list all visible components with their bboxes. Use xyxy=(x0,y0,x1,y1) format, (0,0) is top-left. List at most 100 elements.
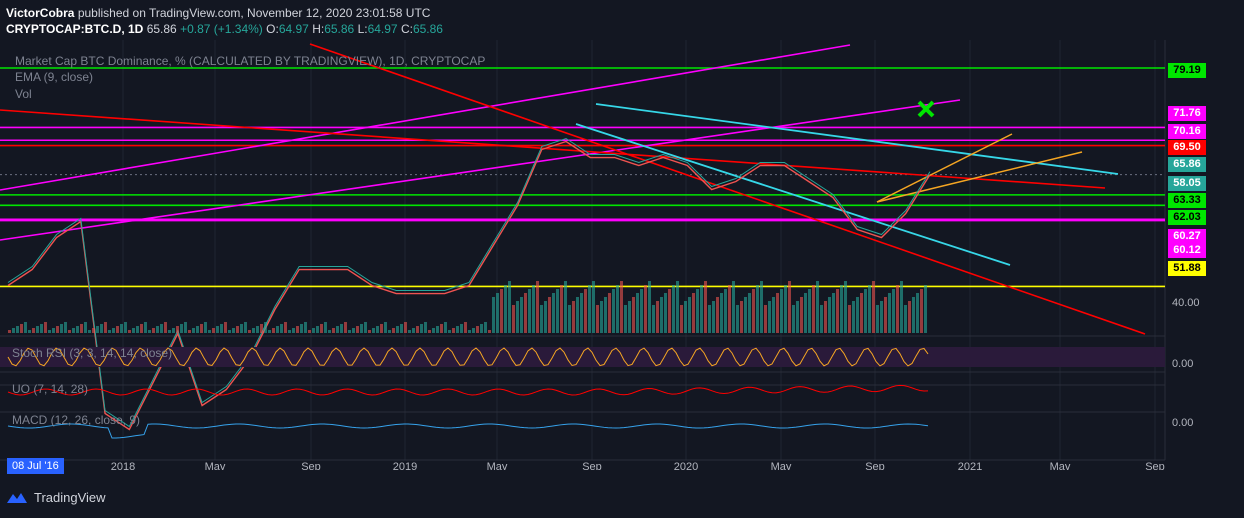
volume-bar xyxy=(200,324,203,333)
y-axis-label-main: 40.00 xyxy=(1172,297,1200,309)
volume-bar xyxy=(256,326,259,333)
volume-bar xyxy=(520,297,523,333)
volume-bar xyxy=(624,305,627,333)
volume-bar xyxy=(420,324,423,333)
x-axis-label: 2019 xyxy=(393,461,417,470)
volume-bar xyxy=(72,328,75,333)
x-axis-label: May xyxy=(487,461,508,470)
volume-bar xyxy=(28,330,31,333)
x-axis-label: Sep xyxy=(865,461,885,470)
volume-bar xyxy=(40,324,43,333)
volume-bar xyxy=(460,324,463,333)
volume-bar xyxy=(112,328,115,333)
volume-bar xyxy=(552,293,555,333)
volume-bar xyxy=(716,297,719,333)
legend-ema: EMA (9, close) xyxy=(15,70,94,84)
cyan-channel-lower xyxy=(575,123,1011,266)
volume-bar xyxy=(184,322,187,333)
volume-bar xyxy=(560,285,563,333)
volume-bar xyxy=(92,328,95,333)
volume-bar xyxy=(548,297,551,333)
volume-bar xyxy=(752,289,755,333)
price-tag-60.27: 60.27 xyxy=(1168,229,1206,244)
brand-label: TradingView xyxy=(34,490,106,505)
volume-bar xyxy=(652,305,655,333)
volume-bar xyxy=(64,322,67,333)
price-tag-60.12: 60.12 xyxy=(1168,243,1206,258)
volume-bar xyxy=(372,328,375,333)
volume-bar xyxy=(620,281,623,333)
volume-bar xyxy=(228,330,231,333)
volume-bar xyxy=(136,326,139,333)
legend-macd: MACD (12, 26, close, 9) xyxy=(12,413,141,427)
volume-bar xyxy=(756,285,759,333)
volume-bar xyxy=(732,281,735,333)
volume-bar xyxy=(856,297,859,333)
volume-bar xyxy=(512,305,515,333)
volume-bar xyxy=(168,330,171,333)
volume-bar xyxy=(896,285,899,333)
x-axis-label: Sep xyxy=(1145,461,1165,470)
volume-bar xyxy=(544,301,547,333)
ohlc-values: O:64.97 H:65.86 L:64.97 C:65.86 xyxy=(266,22,443,36)
volume-bar xyxy=(108,330,111,333)
volume-bar xyxy=(284,322,287,333)
volume-bar xyxy=(292,328,295,333)
volume-bar xyxy=(588,285,591,333)
volume-bar xyxy=(564,281,567,333)
orange-line-2 xyxy=(876,151,1083,203)
author-name[interactable]: VictorCobra xyxy=(6,6,75,20)
volume-bar xyxy=(580,293,583,333)
price-tag-65.86: 65.86 xyxy=(1168,157,1206,172)
volume-bar xyxy=(268,330,271,333)
y-axis-label-stoch: 0.00 xyxy=(1172,358,1193,370)
stoch-line xyxy=(7,347,929,367)
volume-bar xyxy=(816,281,819,333)
volume-bar xyxy=(248,330,251,333)
volume-bar xyxy=(464,322,467,333)
volume-bar xyxy=(236,326,239,333)
volume-bar xyxy=(424,322,427,333)
volume-bar xyxy=(448,330,451,333)
volume-bar xyxy=(88,330,91,333)
chart-canvas[interactable]: 2018 May Sep 2019 May Sep 2020 May Sep 2021 May Sep… xyxy=(0,40,1244,470)
volume-bar xyxy=(712,301,715,333)
volume-bar xyxy=(916,293,919,333)
volume-bar xyxy=(272,328,275,333)
volume-bar xyxy=(668,289,671,333)
date-badge: 08 Jul '16 xyxy=(7,458,64,474)
plot-background xyxy=(0,40,1165,460)
volume-bar xyxy=(384,322,387,333)
volume-bar xyxy=(404,322,407,333)
volume-bar xyxy=(220,324,223,333)
volume-bar xyxy=(144,322,147,333)
cyan-channel-upper xyxy=(595,103,1119,175)
volume-bar xyxy=(304,322,307,333)
tradingview-logo[interactable]: TradingView xyxy=(6,490,106,505)
volume-bar xyxy=(488,330,491,333)
price-tag-63.33: 63.33 xyxy=(1168,193,1206,208)
volume-bar xyxy=(740,301,743,333)
volume-bar xyxy=(584,289,587,333)
volume-bar xyxy=(848,305,851,333)
price-change: +0.87 (+1.34%) xyxy=(180,22,263,36)
volume-bar xyxy=(224,322,227,333)
volume-bar xyxy=(900,281,903,333)
volume-bar xyxy=(128,330,131,333)
volume-bar xyxy=(152,328,155,333)
volume-bar xyxy=(344,322,347,333)
volume-bar xyxy=(188,330,191,333)
volume-bar xyxy=(876,305,879,333)
volume-bar xyxy=(84,322,87,333)
volume-bar xyxy=(192,328,195,333)
volume-bar xyxy=(684,301,687,333)
volume-bar xyxy=(808,289,811,333)
volume-bar xyxy=(232,328,235,333)
volume-bar xyxy=(444,322,447,333)
volume-bar xyxy=(276,326,279,333)
orange-line-1 xyxy=(876,133,1013,203)
volume-bar xyxy=(80,324,83,333)
x-axis-label: 2018 xyxy=(111,461,135,470)
volume-bar xyxy=(208,330,211,333)
volume-bar xyxy=(540,305,543,333)
